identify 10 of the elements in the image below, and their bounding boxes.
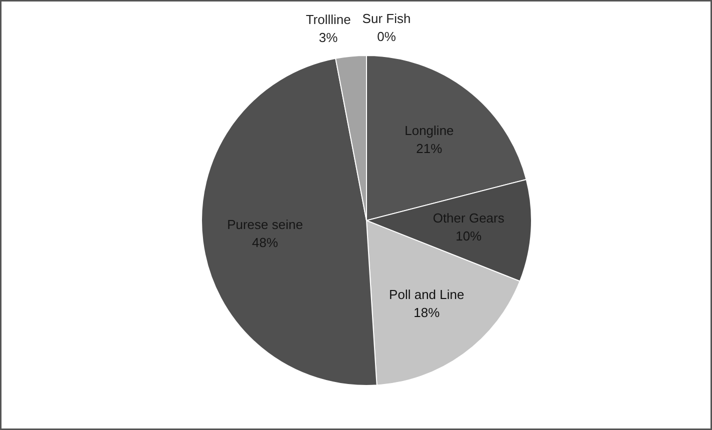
slice-label: Poll and Line [389,286,464,302]
data-label: 21% [416,141,443,156]
data-label: 18% [414,304,440,320]
slice-label: Trollline [306,12,351,27]
slice-label: Purese seine [227,216,303,232]
text: 0% [377,29,396,44]
data-label: 3% [318,30,338,45]
data-label: 48% [252,234,278,250]
slice-label: Longline [404,123,454,138]
category-label: Sur Fish [362,11,411,26]
